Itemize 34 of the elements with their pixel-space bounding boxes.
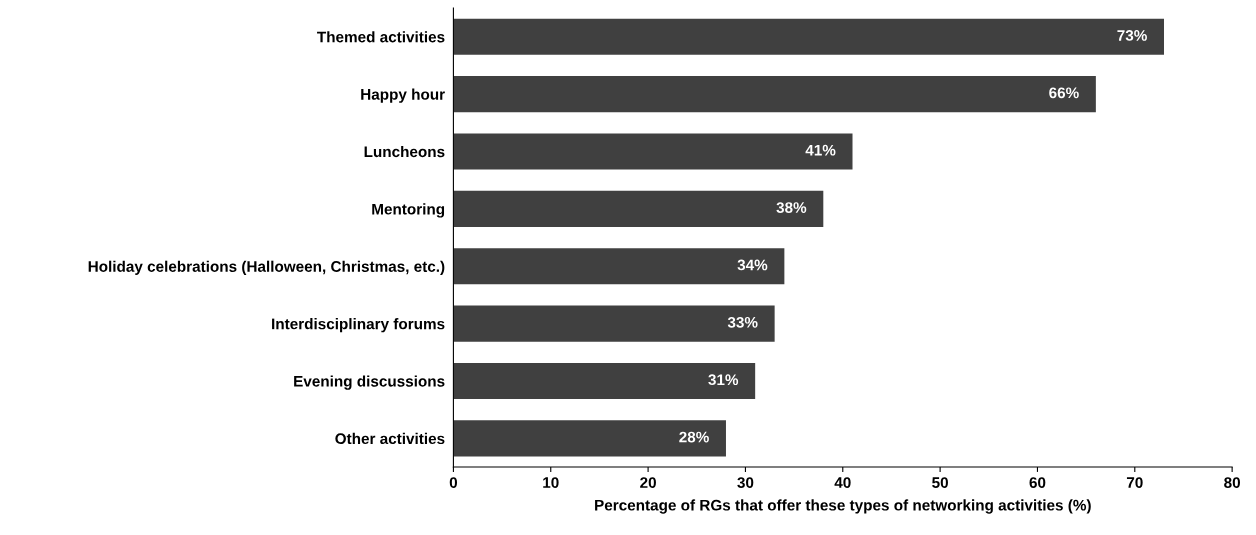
bar xyxy=(453,190,824,227)
y-tick-label: Other activities xyxy=(335,432,445,445)
data-label: 41% xyxy=(805,144,836,156)
bar xyxy=(453,133,853,170)
x-tick-label: 80 xyxy=(1224,477,1241,488)
y-tick-label: Happy hour xyxy=(361,88,445,103)
bar xyxy=(453,420,726,457)
data-label: 31% xyxy=(708,374,739,386)
x-tick-label: 0 xyxy=(449,477,458,488)
data-label: 34% xyxy=(737,259,768,271)
y-tick-label: Holiday celebrations (Halloween, Christmas, etc.) xyxy=(88,260,445,275)
y-tick-label: Interdisciplinary forums xyxy=(272,318,445,333)
data-label: 73% xyxy=(1117,30,1147,41)
x-axis-title: Percentage of RGs that offer these types of networking activities (%) xyxy=(595,499,1091,514)
bar xyxy=(453,18,1164,55)
data-label: 38% xyxy=(776,202,807,213)
y-tick-label: Luncheons xyxy=(364,145,445,158)
y-tick-label: Evening discussions xyxy=(294,375,445,390)
x-tick-label: 20 xyxy=(640,477,656,488)
bar xyxy=(453,76,1096,113)
y-tick-label: Mentoring xyxy=(372,203,445,218)
x-tick-label: 60 xyxy=(1029,477,1046,488)
x-tick-label: 30 xyxy=(737,477,754,489)
data-label: 33% xyxy=(727,316,758,328)
x-tick-label: 50 xyxy=(932,477,948,488)
data-label: 28% xyxy=(679,431,709,443)
bar xyxy=(453,362,756,400)
y-tick-label: Themed activities xyxy=(317,31,445,43)
x-tick-label: 10 xyxy=(543,477,559,488)
data-label: 66% xyxy=(1049,87,1079,99)
bar xyxy=(453,305,775,342)
x-tick-label: 70 xyxy=(1126,477,1143,488)
x-tick-label: 40 xyxy=(834,477,851,488)
bar xyxy=(453,248,785,285)
